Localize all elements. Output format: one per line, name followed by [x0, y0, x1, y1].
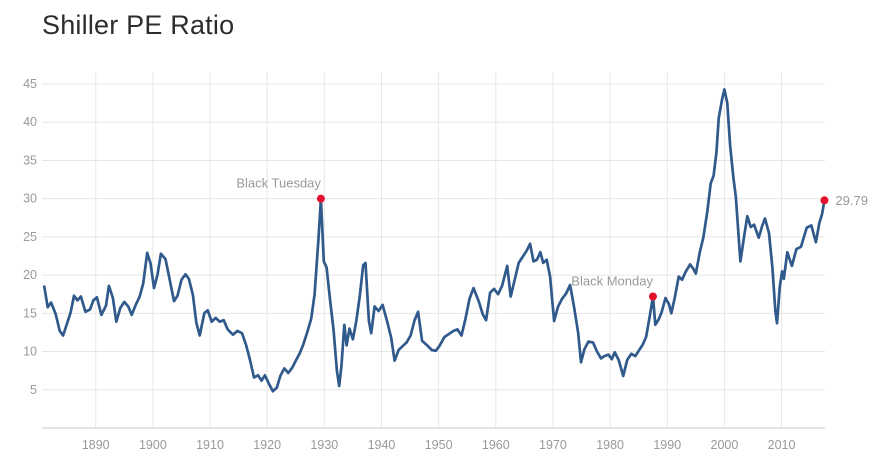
x-axis-tick-label: 1990 [653, 438, 681, 452]
x-axis-tick-label: 2000 [711, 438, 739, 452]
x-axis-tick-label: 1960 [482, 438, 510, 452]
y-axis-tick-label: 5 [30, 383, 37, 397]
y-axis-tick-label: 35 [23, 153, 37, 167]
y-axis-tick-label: 25 [23, 230, 37, 244]
y-axis-tick-label: 10 [23, 345, 37, 359]
y-axis-tick-label: 20 [23, 268, 37, 282]
x-axis-tick-label: 1920 [253, 438, 281, 452]
annotation-dot [820, 196, 829, 205]
y-axis-tick-label: 40 [23, 115, 37, 129]
chart-title: Shiller PE Ratio [42, 10, 235, 40]
x-axis-tick-label: 1980 [596, 438, 624, 452]
x-axis-tick-label: 1940 [368, 438, 396, 452]
x-axis-tick-label: 1950 [425, 438, 453, 452]
annotation-dot [316, 194, 325, 203]
y-axis-tick-label: 30 [23, 192, 37, 206]
annotation-label: Black Monday [571, 274, 653, 289]
x-axis-tick-label: 1970 [539, 438, 567, 452]
y-axis-tick-label: 15 [23, 306, 37, 320]
annotation-label: 29.79 [835, 193, 868, 208]
pe-ratio-line [42, 88, 826, 393]
x-axis-tick-label: 1890 [82, 438, 110, 452]
annotation-label: Black Tuesday [236, 176, 321, 191]
x-axis-tick-label: 2010 [768, 438, 796, 452]
x-axis-tick-label: 1910 [196, 438, 224, 452]
x-axis-tick-label: 1900 [139, 438, 167, 452]
annotation-dot [648, 292, 657, 301]
x-axis-tick-label: 1930 [310, 438, 338, 452]
y-axis-tick-label: 45 [23, 77, 37, 91]
